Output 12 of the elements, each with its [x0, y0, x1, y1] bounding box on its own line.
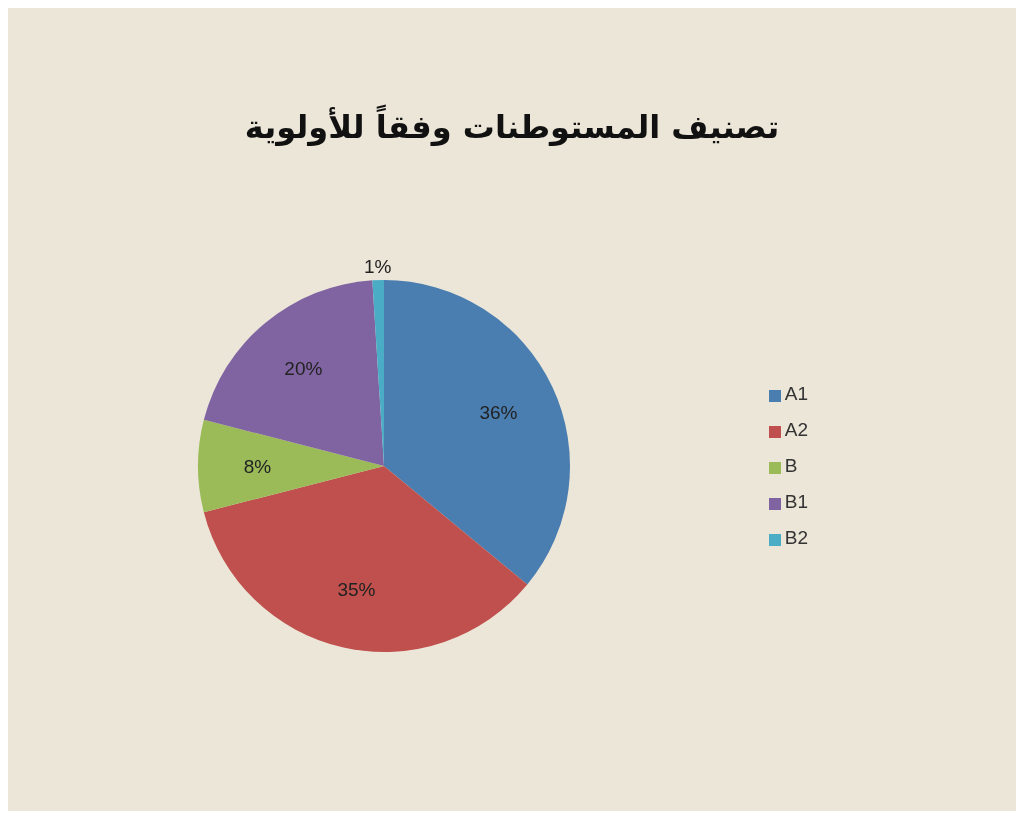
data-label: 8%: [243, 455, 272, 477]
legend-label: B1: [784, 491, 808, 512]
data-label: 1%: [363, 255, 392, 277]
legend-label: A2: [784, 419, 808, 440]
data-label: 36%: [479, 401, 518, 423]
data-label: 20%: [284, 358, 323, 380]
pie-slice: [198, 419, 384, 513]
legend-label: A1: [784, 383, 808, 404]
pie-slice: [384, 280, 570, 585]
legend-label: B2: [784, 527, 808, 548]
legend-label: B: [784, 455, 798, 476]
data-label: 35%: [337, 578, 376, 600]
